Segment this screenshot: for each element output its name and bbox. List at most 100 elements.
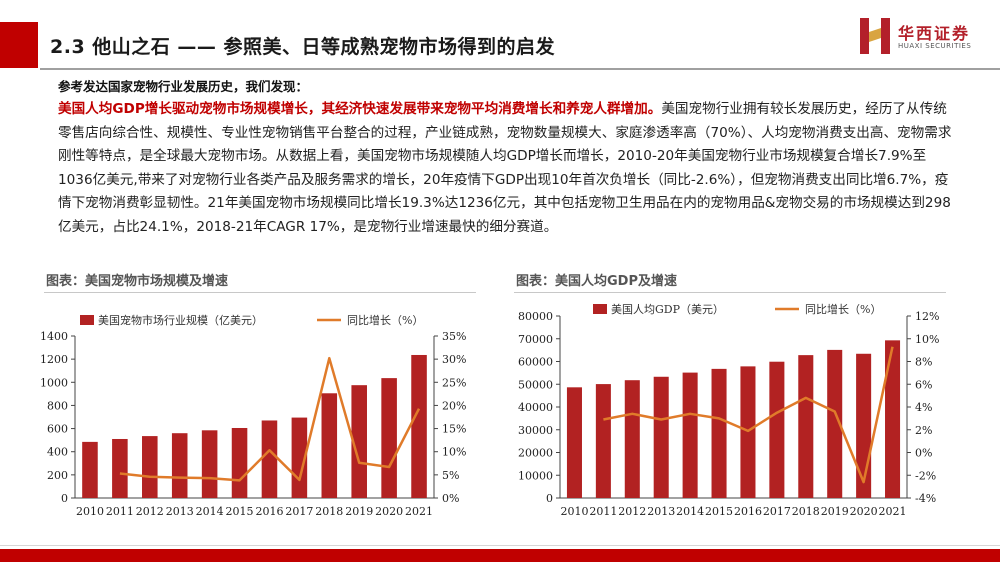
header-accent-block: [0, 22, 38, 68]
left-axis-tick-label: 10000: [518, 469, 553, 482]
x-axis-tick-label: 2017: [285, 505, 313, 518]
legend-line-label: 同比增长（%）: [347, 313, 423, 327]
bar: [566, 387, 582, 498]
left-chart-market-size: 0 200 400 600 800 1000 1200 1400 0% 5% 10% 15% 20% 25…: [40, 313, 466, 518]
legend-bar-swatch: [593, 304, 607, 314]
right-axis-tick-label: 0%: [915, 447, 932, 460]
logo-english-name: HUAXI SECURITIES: [898, 42, 972, 50]
right-axis-tick-label: 0%: [442, 492, 459, 505]
left-axis-tick-label: 20000: [518, 447, 553, 460]
bar: [769, 361, 785, 498]
bar: [261, 420, 278, 498]
x-axis-tick-label: 2021: [879, 505, 907, 518]
huaxi-logo-icon: [860, 18, 890, 54]
bar: [711, 368, 727, 498]
x-axis-tick-label: 2014: [676, 505, 704, 518]
legend-bar-label: 美国宠物市场行业规模（亿美元）: [98, 313, 263, 327]
right-axis-tick-label: 20%: [442, 399, 466, 412]
bar: [595, 384, 611, 498]
right-axis-tick-label: 15%: [442, 423, 466, 436]
legend-line-label: 同比增长（%）: [805, 302, 881, 316]
bar: [624, 380, 640, 498]
intro-body: 美国宠物行业拥有较长发展历史，经历了从传统零售店向综合性、规模性、专业性宠物销售…: [58, 101, 952, 235]
bar: [411, 354, 427, 498]
right-axis-tick-label: 10%: [915, 333, 939, 346]
left-axis-tick-label: 0: [546, 492, 553, 505]
right-axis-tick-label: -2%: [915, 469, 936, 482]
x-axis-tick-label: 2015: [226, 505, 254, 518]
left-chart-caption: 图表：美国宠物市场规模及增速: [46, 274, 229, 289]
x-axis-tick-label: 2010: [560, 505, 588, 518]
right-axis-tick-label: 35%: [442, 330, 466, 343]
bar: [682, 372, 698, 498]
x-axis-tick-label: 2020: [850, 505, 878, 518]
left-axis-tick-label: 60000: [518, 356, 553, 369]
growth-line: [119, 356, 421, 482]
page-title: 2.3 他山之石 —— 参照美、日等成熟宠物市场得到的启发: [50, 36, 556, 58]
left-axis-tick-label: 50000: [518, 378, 553, 391]
x-axis-tick-label: 2010: [76, 505, 104, 518]
footer-accent-bar: [0, 549, 1000, 562]
left-axis-tick-label: 1400: [40, 330, 68, 343]
x-axis-tick-label: 2013: [647, 505, 675, 518]
intro-heading: 参考发达国家宠物行业发展历史，我们发现：: [58, 79, 309, 94]
brand-logo: 华西证券 HUAXI SECURITIES: [860, 14, 990, 58]
x-axis-tick-label: 2011: [589, 505, 617, 518]
right-axis-tick-label: 10%: [442, 446, 466, 459]
bar: [291, 417, 308, 498]
x-axis-tick-label: 2019: [345, 505, 373, 518]
right-axis-tick-label: 25%: [442, 376, 466, 389]
bar: [653, 376, 669, 498]
growth-line: [603, 346, 894, 484]
x-axis-tick-label: 2012: [136, 505, 164, 518]
right-axis-tick-label: 30%: [442, 353, 466, 366]
right-chart-caption: 图表：美国人均GDP及增速: [516, 274, 677, 289]
x-axis-tick-label: 2020: [375, 505, 403, 518]
x-axis-tick-label: 2016: [734, 505, 762, 518]
x-axis-tick-label: 2018: [315, 505, 343, 518]
right-axis-tick-label: 4%: [915, 401, 932, 414]
bar: [171, 433, 188, 498]
right-axis-tick-label: 5%: [442, 469, 459, 482]
bar: [231, 427, 248, 498]
right-chart-divider: [514, 292, 946, 293]
x-axis-tick-label: 2012: [618, 505, 646, 518]
left-axis-tick-label: 800: [47, 399, 68, 412]
right-axis-tick-label: 8%: [915, 356, 932, 369]
right-axis-tick-label: 6%: [915, 378, 932, 391]
title-divider: [40, 68, 1000, 70]
left-axis-tick-label: 1000: [40, 376, 68, 389]
bar: [798, 355, 814, 498]
left-axis-tick-label: 30000: [518, 424, 553, 437]
logo-chinese-name: 华西证券: [898, 24, 971, 43]
intro-highlight: 美国人均GDP增长驱动宠物市场规模增长，其经济快速发展带来宠物平均消费增长和养宠…: [58, 101, 662, 117]
x-axis-tick-label: 2019: [821, 505, 849, 518]
x-axis-tick-label: 2013: [166, 505, 194, 518]
x-axis-tick-label: 2016: [255, 505, 283, 518]
bar: [112, 438, 128, 498]
bar: [142, 436, 158, 498]
bar: [885, 340, 901, 498]
left-chart-divider: [44, 292, 476, 293]
left-axis-tick-label: 1200: [40, 353, 68, 366]
bar: [381, 378, 397, 498]
legend-bar-label: 美国人均GDP（美元）: [611, 303, 724, 316]
bar: [82, 441, 98, 498]
bar: [321, 393, 338, 498]
bar: [740, 366, 756, 498]
footer-divider: [0, 545, 1000, 546]
left-axis-tick-label: 70000: [518, 333, 553, 346]
left-axis-tick-label: 400: [47, 446, 68, 459]
intro-paragraph: 美国人均GDP增长驱动宠物市场规模增长，其经济快速发展带来宠物平均消费增长和养宠…: [58, 98, 958, 239]
bar: [201, 430, 218, 498]
left-axis-tick-label: 40000: [518, 401, 553, 414]
x-axis-tick-label: 2014: [196, 505, 224, 518]
x-axis-tick-label: 2015: [705, 505, 733, 518]
legend-bar-swatch: [80, 315, 94, 325]
left-axis-tick-label: 80000: [518, 310, 553, 323]
x-axis-tick-label: 2011: [106, 505, 134, 518]
right-axis-tick-label: 12%: [915, 310, 939, 323]
bar: [827, 349, 843, 498]
x-axis-tick-label: 2021: [405, 505, 433, 518]
left-axis-tick-label: 600: [47, 423, 68, 436]
